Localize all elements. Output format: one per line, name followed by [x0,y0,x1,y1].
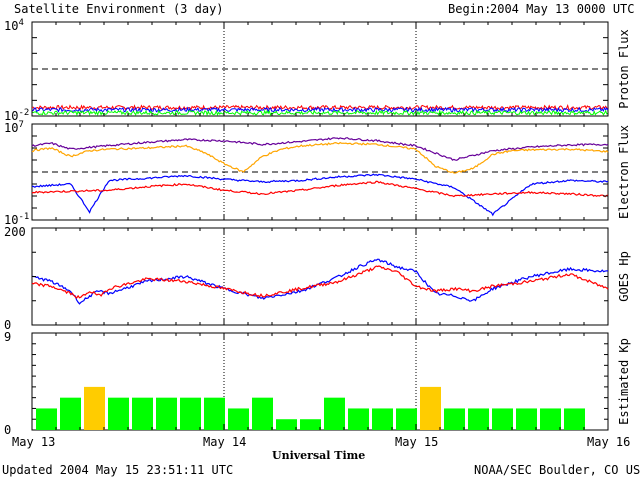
panel-frame-1 [31,123,609,221]
kp-bar [180,397,201,430]
kp-bar [132,397,153,430]
electron-flux-series-orange [31,141,609,174]
y-axis-label-proton-flux: Proton Flux [617,29,631,108]
y-axis-label-goes-hp: GOES Hp [617,251,631,302]
panel-frame-2 [31,227,609,326]
y-tick-label: 0 [4,318,11,332]
kp-bar [300,419,321,430]
y-tick-label: 107 [4,120,24,135]
kp-bar [492,408,513,430]
kp-bar [348,408,369,430]
x-tick-label-2: May 15 [395,435,438,449]
kp-bar [204,397,225,430]
chart-title: Satellite Environment (3 day) [14,2,224,16]
proton-series-red [31,104,609,111]
kp-bar [324,397,345,430]
y-tick-label: 200 [4,225,26,239]
kp-bar [252,397,273,430]
goes-hp-series-red [31,265,609,299]
kp-bar [84,386,105,430]
kp-bar [468,408,489,430]
kp-bar [444,408,465,430]
electron-flux-series-blue [31,173,609,217]
updated-text: Updated 2004 May 15 23:51:11 UTC [2,463,233,477]
kp-bar [540,408,561,430]
y-tick-label: 104 [4,18,24,33]
kp-bar [516,408,537,430]
kp-bar [372,408,393,430]
kp-bar [564,408,585,430]
panel-frame-0 [31,21,609,117]
kp-bar [420,386,441,430]
kp-bar [396,408,417,430]
x-axis-label: Universal Time [272,449,365,462]
begin-label: Begin: [448,2,491,16]
y-tick-label: 9 [4,330,11,344]
goes-hp-series-blue [31,258,609,305]
electron-flux-series-purple [31,137,609,161]
kp-bar [228,408,249,430]
x-tick-label-1: May 14 [203,435,246,449]
kp-bar [36,408,57,430]
y-tick-label: 0 [4,423,11,437]
y-axis-label-estimated-kp: Estimated Kp [617,338,631,425]
electron-flux-series-red [31,180,609,198]
credit-text: NOAA/SEC Boulder, CO USA [474,463,640,477]
x-tick-label-0: May 13 [12,435,55,449]
y-axis-label-electron-flux: Electron Flux [617,125,631,219]
begin-value: 2004 May 13 0000 UTC [490,2,635,16]
kp-bar [108,397,129,430]
kp-bar [156,397,177,430]
proton-series-blue [31,106,609,114]
kp-bar [276,419,297,430]
x-tick-label-3: May 16 [587,435,630,449]
kp-bar [60,397,81,430]
